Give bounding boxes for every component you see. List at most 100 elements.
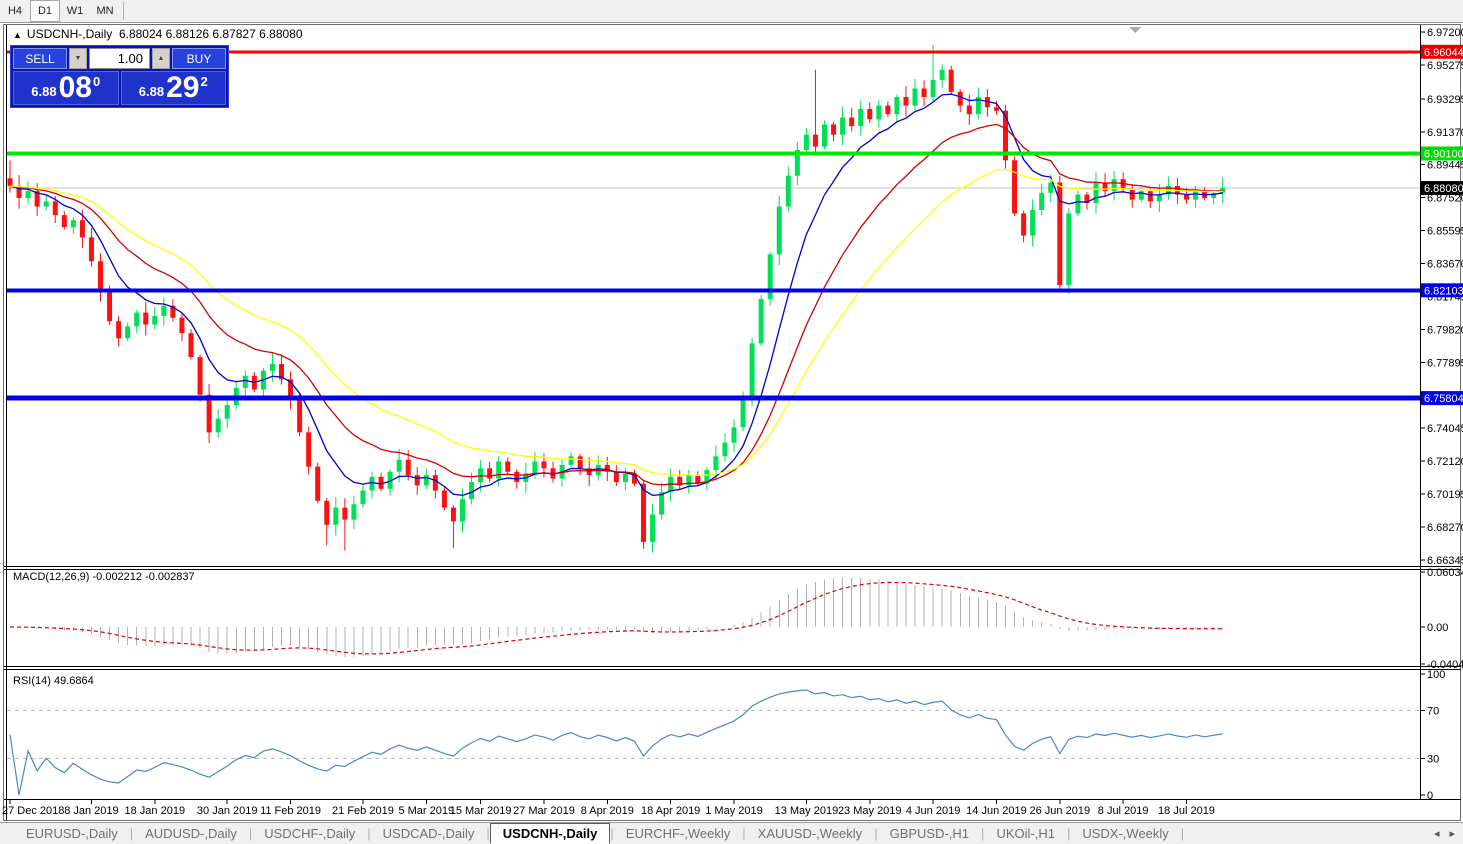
- buy-price-base: 6.88: [138, 84, 165, 99]
- volume-input[interactable]: [89, 48, 150, 69]
- macd-name: MACD(12,26,9): [13, 571, 90, 583]
- svg-text:0.00: 0.00: [1427, 622, 1448, 634]
- svg-text:15 Mar 2019: 15 Mar 2019: [450, 805, 512, 817]
- sell-price-base: 6.88: [31, 84, 57, 99]
- ohlc-open: 6.88024: [118, 27, 163, 41]
- chart-tabs: EURUSD-,Daily | AUDUSD-,Daily | USDCHF-,Dail…: [14, 823, 1184, 844]
- sell-price-button[interactable]: 6.88 08 0: [13, 71, 119, 105]
- svg-text:6.82103: 6.82103: [1424, 285, 1463, 297]
- tab-xauusd-weekly[interactable]: XAUUSD-,Weekly: [757, 826, 863, 841]
- timeframe-button-w1[interactable]: W1: [66, 5, 84, 17]
- date-axis[interactable]: 27 Dec 2018 8 Jan 2019 18 Jan 2019 30 Jan 2…: [2, 800, 1215, 817]
- tab-usdchf-daily[interactable]: USDCHF-,Daily: [264, 826, 356, 841]
- buy-button[interactable]: BUY: [172, 48, 226, 69]
- svg-text:27 Dec 2018: 27 Dec 2018: [2, 805, 64, 817]
- tab-ukoil-h1[interactable]: UKOil-,H1: [996, 826, 1055, 841]
- grid-layer: [7, 27, 1420, 189]
- svg-text:0.060342: 0.060342: [1427, 567, 1463, 579]
- svg-text:6.85595: 6.85595: [1427, 226, 1463, 238]
- chart-window-inner: [6, 25, 1460, 820]
- symbol-marker-icon: ▲: [13, 30, 22, 40]
- moving-average-30: [9, 168, 1223, 477]
- svg-text:70: 70: [1427, 705, 1439, 717]
- svg-text:100: 100: [1427, 669, 1445, 681]
- spin-down-icon: ▼: [74, 55, 82, 62]
- svg-text:6.83670: 6.83670: [1427, 258, 1463, 270]
- svg-text:6.96044: 6.96044: [1424, 47, 1463, 59]
- price-badge: [1421, 44, 1463, 59]
- svg-text:5 Mar 2019: 5 Mar 2019: [398, 805, 454, 817]
- tab-separator: |: [981, 826, 985, 841]
- scroll-shift-marker-icon[interactable]: [1129, 27, 1141, 33]
- svg-text:6.72120: 6.72120: [1427, 456, 1463, 468]
- ohlc-low: 6.87827: [212, 27, 256, 41]
- timeframe-button-h4[interactable]: H4: [7, 5, 23, 17]
- svg-text:6.68270: 6.68270: [1427, 522, 1463, 534]
- tab-eurchf-weekly[interactable]: EURCHF-,Weekly: [625, 826, 731, 841]
- tab-separator: |: [1066, 826, 1071, 841]
- sell-button[interactable]: SELL: [13, 48, 67, 69]
- svg-text:21 Feb 2019: 21 Feb 2019: [332, 805, 394, 817]
- tab-scroll-arrows: ◂ ▸: [1434, 827, 1455, 840]
- rsi-name: RSI(14): [13, 675, 51, 687]
- timeframe-button-mn[interactable]: MN: [96, 5, 114, 17]
- volume-increase-button[interactable]: ▲: [152, 48, 170, 69]
- svg-text:6.74045: 6.74045: [1427, 423, 1463, 435]
- svg-text:23 May 2019: 23 May 2019: [838, 805, 902, 817]
- macd-signal-line: [9, 581, 1223, 655]
- sell-price-pips: 08: [58, 71, 92, 104]
- svg-text:-0.040415: -0.040415: [1427, 659, 1463, 671]
- tab-separator: |: [248, 826, 253, 841]
- tab-separator: |: [367, 826, 371, 841]
- tab-usdx-weekly[interactable]: USDX-,Weekly: [1082, 826, 1169, 841]
- tab-separator: |: [1180, 826, 1185, 841]
- svg-text:6.90100: 6.90100: [1424, 148, 1463, 160]
- svg-text:27 Mar 2019: 27 Mar 2019: [513, 805, 575, 817]
- tab-usdcnh-daily[interactable]: USDCNH-,Daily: [489, 823, 611, 844]
- price-axis[interactable]: 6.97200 6.95275 6.93295 6.91370 6.89445 6.875…: [1420, 25, 1463, 799]
- chart-window: [3, 24, 1461, 821]
- price-badge: [1421, 181, 1463, 196]
- tab-separator: |: [486, 826, 490, 841]
- buy-price-pips: 29: [166, 71, 200, 104]
- candles-layer: [7, 44, 1226, 553]
- ohlc-high: 6.88126: [165, 27, 210, 41]
- rsi-pane: 100 70 30 0: [7, 669, 1445, 802]
- svg-text:6.87520: 6.87520: [1427, 193, 1463, 205]
- svg-text:8 Jan 2019: 8 Jan 2019: [64, 805, 118, 817]
- svg-text:11 Feb 2019: 11 Feb 2019: [260, 805, 321, 817]
- svg-text:1 May 2019: 1 May 2019: [705, 805, 762, 817]
- tab-gbpusd-h1[interactable]: GBPUSD-,H1: [889, 826, 970, 841]
- tab-separator: |: [129, 826, 134, 841]
- svg-text:26 Jun 2019: 26 Jun 2019: [1030, 805, 1091, 817]
- price-badge: [1421, 146, 1463, 161]
- buy-price-button[interactable]: 6.88 29 2: [120, 71, 226, 105]
- svg-text:6.93295: 6.93295: [1427, 94, 1463, 106]
- pane-dividers: [4, 566, 1461, 800]
- tab-scroll-right-icon[interactable]: ▸: [1449, 828, 1455, 840]
- volume-decrease-button[interactable]: ▼: [69, 48, 87, 69]
- tab-audusd-daily[interactable]: AUDUSD-,Daily: [145, 826, 237, 841]
- tab-scroll-left-icon[interactable]: ◂: [1433, 828, 1440, 840]
- svg-text:6.88080: 6.88080: [1424, 183, 1463, 195]
- svg-text:6.66345: 6.66345: [1427, 555, 1463, 567]
- timeframe-button-d1[interactable]: D1: [30, 0, 60, 22]
- tab-separator: |: [610, 826, 614, 841]
- chart-symbol: USDCNH-,Daily: [26, 27, 113, 41]
- svg-text:6.75804: 6.75804: [1424, 393, 1463, 405]
- svg-text:6.97200: 6.97200: [1427, 27, 1463, 39]
- timeframe-toolbar: H4 D1 W1 MN: [0, 0, 1463, 23]
- toolbar-separator: [123, 2, 124, 20]
- horizontal-levels-layer[interactable]: [7, 50, 1420, 401]
- svg-text:6.70195: 6.70195: [1427, 489, 1463, 501]
- price-badge: [1421, 283, 1463, 298]
- svg-text:18 Jan 2019: 18 Jan 2019: [125, 805, 186, 817]
- svg-text:6.77895: 6.77895: [1427, 357, 1463, 369]
- tab-usdcad-daily[interactable]: USDCAD-,Daily: [382, 826, 475, 841]
- tab-eurusd-daily[interactable]: EURUSD-,Daily: [26, 826, 118, 841]
- spin-up-icon: ▲: [157, 55, 165, 62]
- macd-label: MACD(12,26,9) -0.002212 -0.002837: [13, 571, 195, 583]
- chart-tab-bar: EURUSD-,Daily | AUDUSD-,Daily | USDCHF-,Dail…: [0, 822, 1463, 844]
